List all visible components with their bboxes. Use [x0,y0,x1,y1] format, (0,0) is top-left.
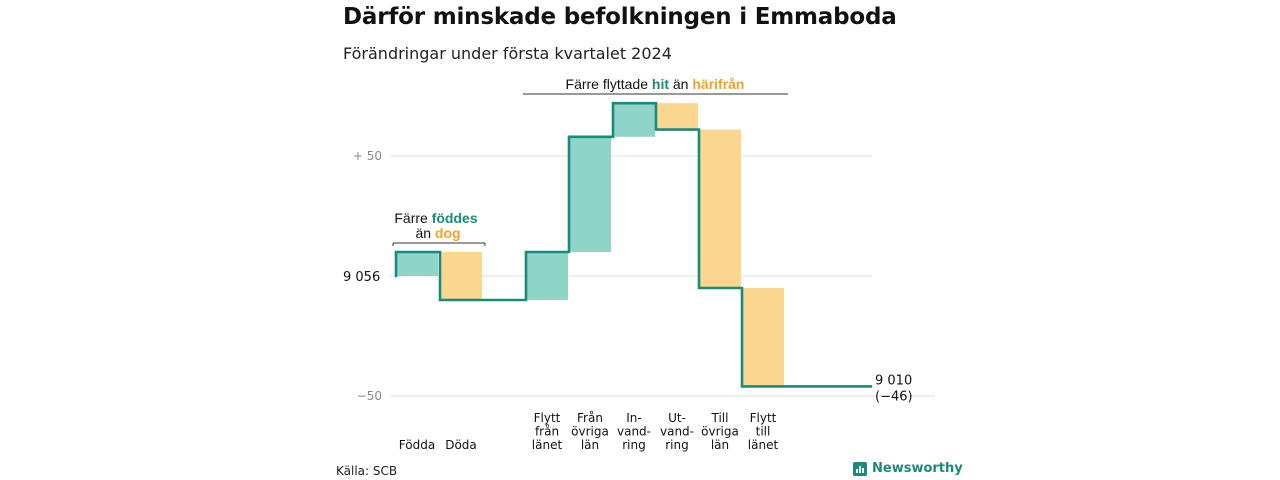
category-label: till [756,425,771,439]
annotation-births-deaths: Färre föddes [394,210,477,226]
bar-döda [440,252,482,300]
bar-födda [396,252,438,276]
annotation-migration: Färre flyttade hit än härifrån [566,76,745,92]
category-label: Flytt [534,411,561,425]
category-label: länet [532,438,563,452]
category-labels: Födda DödaFlyttfrånlänetFrånövrigalänIn-v… [399,411,779,452]
annotation-births-deaths-line2: än dog [415,225,460,241]
end-value-label: 9 010 [875,373,912,388]
category-label: vand- [617,425,651,439]
step-line [394,101,872,388]
category-label: länet [748,438,779,452]
y-tick-label: −50 [357,389,382,403]
category-label: ring [622,438,646,452]
category-label: In- [626,411,641,425]
category-label: Ut- [668,411,686,425]
annotation-part: föddes [432,210,478,226]
annotation-part: än [669,76,692,92]
category-label: Födda [399,438,435,452]
start-value-label: 9 056 [343,270,380,285]
category-label: län [581,438,599,452]
end-change-label: (−46) [875,389,913,404]
category-label: Från [577,411,603,425]
annotation-part: än [415,225,434,241]
category-label: övriga [701,425,739,439]
category-label: län [711,438,729,452]
category-label: Döda [445,438,477,452]
brand-name: Newsworthy [872,461,963,476]
annotation-part: dog [435,225,461,241]
y-tick-labels: + 50 −50 9 056 9 010(−46) [343,149,913,404]
bar-utvandring [656,103,698,130]
bar-flytt-från-länet [526,252,568,300]
bar-från-övriga-län [569,136,611,252]
category-label: ring [665,438,689,452]
y-tick-label: + 50 [353,149,382,163]
category-label: Till [711,411,729,425]
annotation-part: Färre flyttade [566,76,652,92]
newsworthy-icon [853,461,867,476]
chart-title: Därför minskade befolkningen i Emmaboda [343,4,897,30]
cumulative-line [394,101,872,388]
bar-invandring [613,103,655,137]
brand-logo[interactable]: Newsworthy [853,461,963,476]
bar-flytt-till-länet [742,288,784,387]
category-label: från [535,425,559,439]
category-label: Flytt [750,411,777,425]
annotation-part: hit [652,76,669,92]
annotation-part: härifrån [692,76,744,92]
category-label: vand- [660,425,694,439]
chart-subtitle: Förändringar under första kvartalet 2024 [343,44,672,63]
category-label: övriga [571,425,609,439]
source-note: Källa: SCB [336,464,398,478]
annotation-part: Färre [394,210,431,226]
bars [396,103,784,387]
bar-till-övriga-län [699,129,741,288]
